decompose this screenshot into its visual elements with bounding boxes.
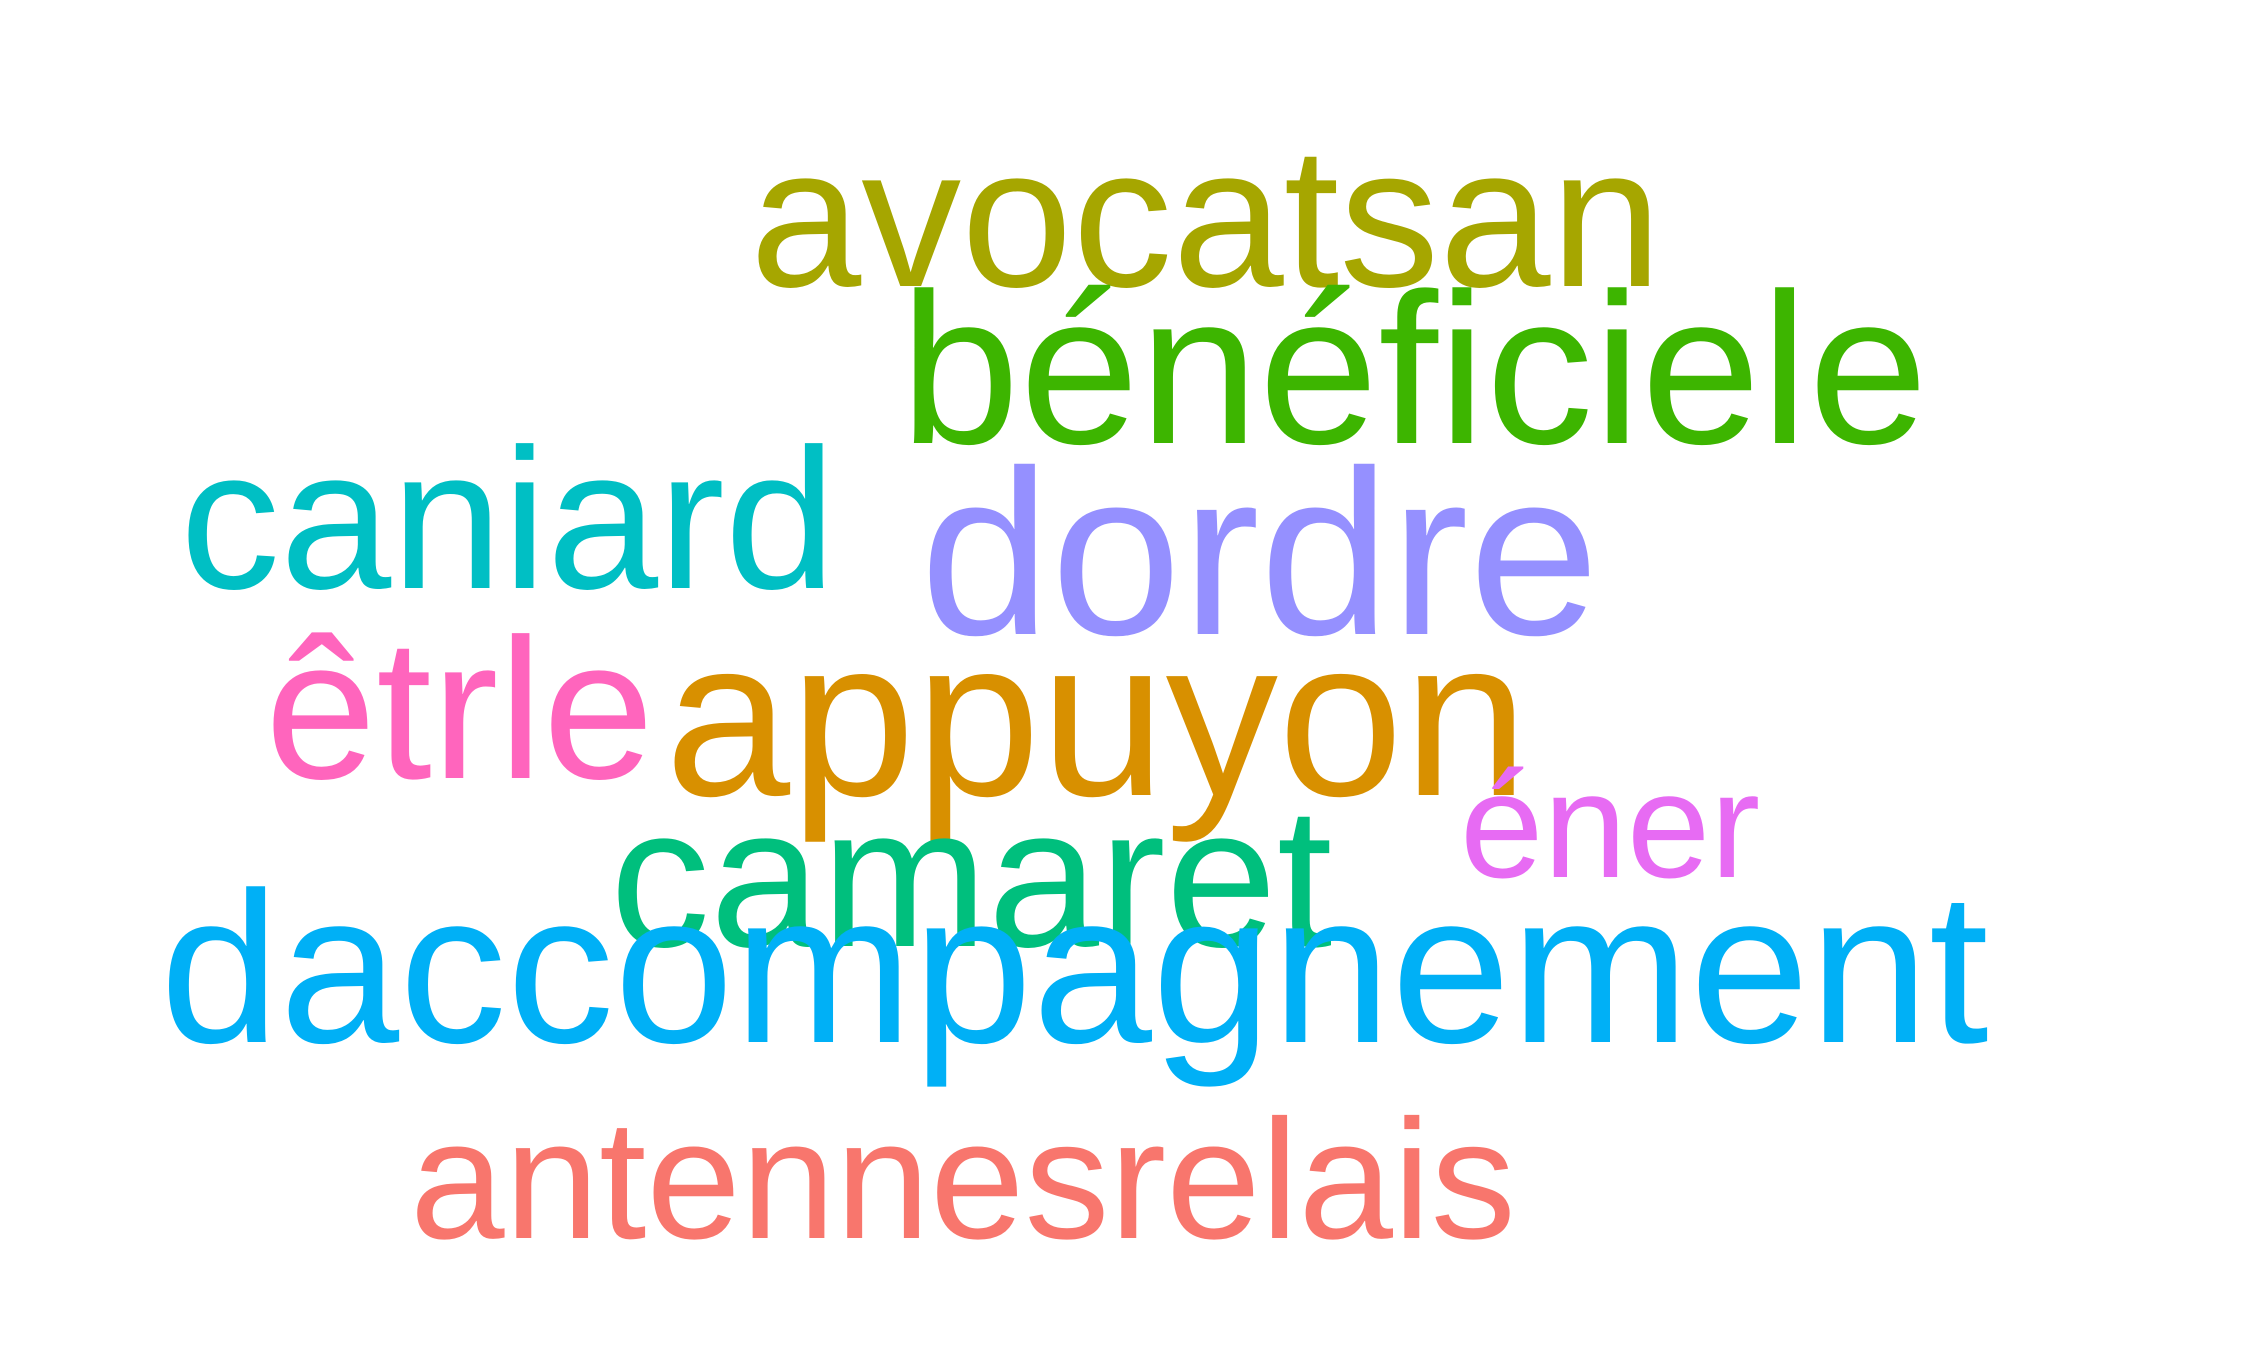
word-daccompagnement: daccompagnement	[160, 847, 1989, 1088]
word-etrle: êtrle	[265, 598, 655, 821]
word-appuyon: appuyon	[665, 591, 1529, 843]
word-dordre: dordre	[920, 421, 1600, 684]
word-antennesrelais: antennesrelais	[410, 1085, 1516, 1275]
word-beneficiele: bénéficiele	[900, 248, 1928, 489]
word-avocatsan: avocatsan	[750, 106, 1662, 329]
word-caniard: caniard	[180, 408, 836, 631]
word-camaret: camaret	[610, 766, 1333, 989]
word-ener: éner	[1460, 741, 1761, 909]
